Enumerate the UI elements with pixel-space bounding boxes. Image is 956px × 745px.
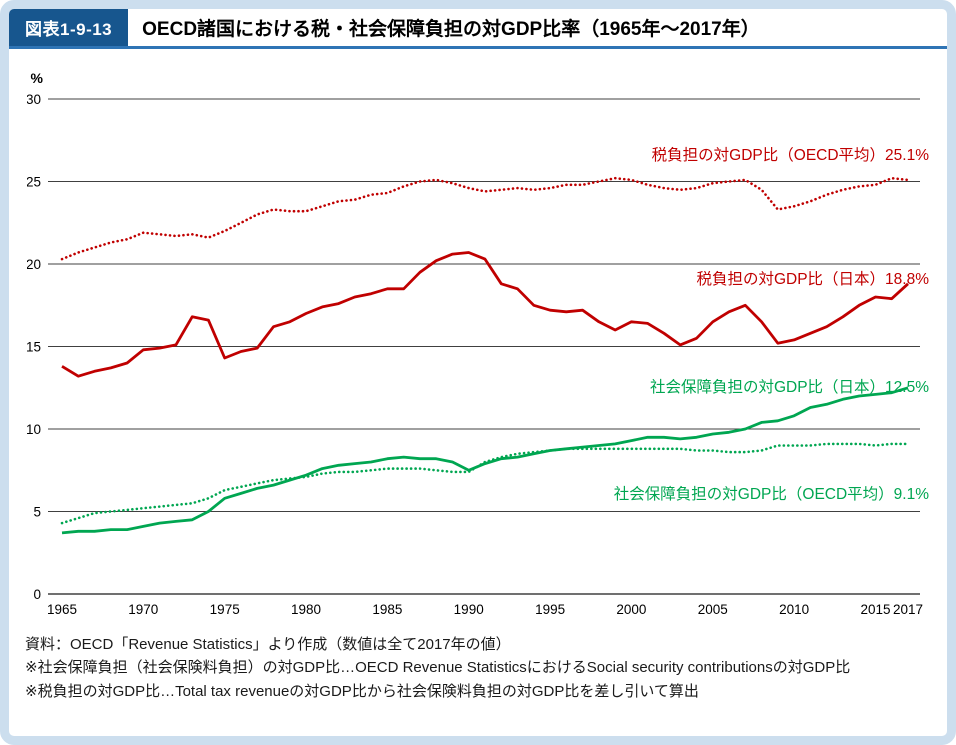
svg-text:1975: 1975 <box>210 602 240 617</box>
footnotes: 資料：OECD「Revenue Statistics」より作成（数値は全て201… <box>25 633 925 703</box>
svg-text:30: 30 <box>27 92 41 107</box>
svg-text:1980: 1980 <box>291 602 321 617</box>
svg-text:%: % <box>31 70 44 86</box>
series-label-social-security-oecd-average: 社会保障負担の対GDP比（OECD平均）9.1% <box>613 486 929 503</box>
svg-text:1965: 1965 <box>47 602 77 617</box>
social-security-definition-note: ※社会保障負担（社会保険料負担）の対GDP比…OECD Revenue Stat… <box>25 659 851 677</box>
header-divider <box>9 46 947 49</box>
svg-text:2015: 2015 <box>860 602 890 617</box>
svg-text:2005: 2005 <box>698 602 728 617</box>
svg-text:2017: 2017 <box>893 602 923 617</box>
svg-text:20: 20 <box>27 257 41 272</box>
figure-number-badge: 図表1-9-13 <box>9 9 129 46</box>
figure-header: 図表1-9-13 OECD諸国における税・社会保障負担の対GDP比率（1965年… <box>9 9 947 46</box>
series-label-tax-oecd-average: 税負担の対GDP比（OECD平均）25.1% <box>651 147 929 164</box>
chart-canvas: 0 5 10 15 20 25 30% 1965 1970 1975 1980 1985 1990 199… <box>27 70 923 617</box>
svg-text:2010: 2010 <box>779 602 809 617</box>
tax-definition-note: ※税負担の対GDP比…Total tax revenueの対GDP比から社会保険… <box>25 682 699 700</box>
figure-title: OECD諸国における税・社会保障負担の対GDP比率（1965年〜2017年） <box>142 19 760 40</box>
chart-area: 0 5 10 15 20 25 30% 1965 1970 1975 1980 1985 1990 199… <box>27 63 931 623</box>
svg-text:5: 5 <box>33 505 41 520</box>
svg-text:15: 15 <box>27 340 41 355</box>
svg-text:2000: 2000 <box>616 602 646 617</box>
svg-text:0: 0 <box>33 587 41 602</box>
svg-text:1995: 1995 <box>535 602 565 617</box>
svg-text:25: 25 <box>27 175 41 190</box>
svg-text:1990: 1990 <box>454 602 484 617</box>
source-note: 資料：OECD「Revenue Statistics」より作成（数値は全て201… <box>25 636 511 653</box>
series-label-social-security-japan: 社会保障負担の対GDP比（日本）12.5% <box>649 379 929 396</box>
svg-text:10: 10 <box>27 422 41 437</box>
svg-text:1970: 1970 <box>128 602 158 617</box>
series-label-tax-japan: 税負担の対GDP比（日本）18.8% <box>696 271 929 288</box>
svg-text:1985: 1985 <box>372 602 402 617</box>
